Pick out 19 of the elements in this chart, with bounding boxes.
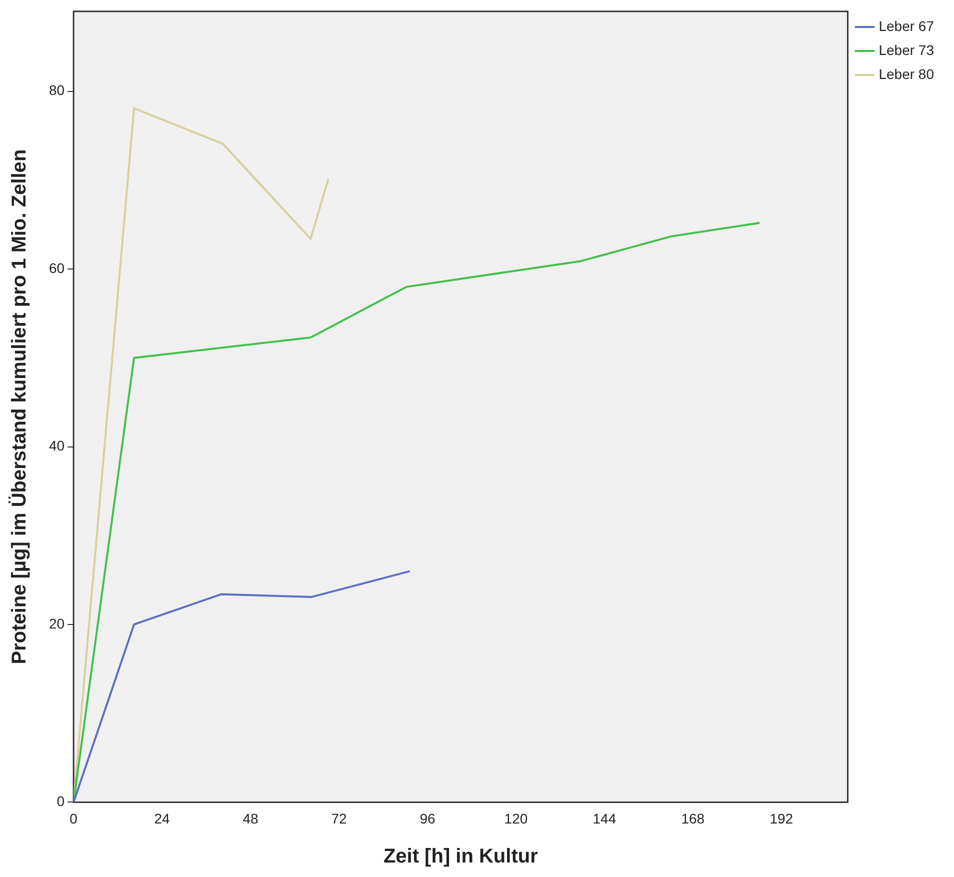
y-tick-label: 80 (48, 82, 65, 98)
y-axis-title: Proteine [µg] im Überstand kumuliert pro 1 Mio. Zellen (8, 149, 31, 664)
x-tick-label: 72 (331, 810, 347, 826)
y-tick-label: 60 (48, 260, 65, 276)
x-tick-label: 96 (420, 810, 436, 826)
x-axis-title: Zeit [h] in Kultur (383, 846, 538, 868)
x-tick-label: 120 (504, 810, 528, 826)
legend-label: Leber 80 (878, 66, 934, 82)
x-tick-label: 24 (154, 810, 170, 826)
legend-label: Leber 73 (878, 42, 934, 58)
y-tick-label: 0 (56, 793, 65, 810)
legend-label: Leber 67 (878, 18, 934, 34)
y-tick-label: 40 (48, 438, 65, 454)
x-tick-label: 168 (681, 810, 705, 826)
x-tick-label: 192 (770, 810, 794, 826)
x-tick-label: 144 (592, 810, 616, 826)
x-tick-label: 48 (242, 810, 259, 826)
y-tick-label: 20 (48, 615, 65, 632)
x-tick-label: 0 (70, 810, 78, 826)
